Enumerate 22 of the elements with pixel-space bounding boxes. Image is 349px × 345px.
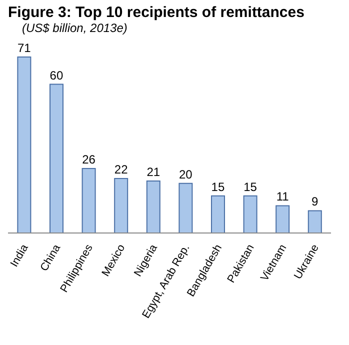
bar: [276, 205, 290, 234]
chart-title: Figure 3: Top 10 recipients of remittances: [8, 4, 306, 21]
data-label: 15: [211, 180, 225, 194]
bar: [243, 195, 258, 234]
bar: [49, 84, 64, 234]
bar: [210, 195, 225, 234]
data-label: 22: [114, 162, 128, 176]
bar: [114, 178, 128, 234]
data-label: 11: [276, 190, 290, 204]
bar: [178, 182, 193, 234]
chart-subtitle: (US$ billion, 2013e): [22, 21, 128, 35]
data-label: 60: [50, 68, 64, 82]
bar: [82, 168, 96, 234]
data-label: 15: [244, 180, 258, 194]
bar: [146, 180, 160, 234]
data-label: 9: [312, 194, 319, 209]
data-label: 71: [18, 41, 32, 55]
bar: [308, 210, 322, 234]
data-label: 20: [179, 167, 193, 182]
data-label: 26: [82, 152, 96, 167]
bar: [17, 56, 32, 234]
data-label: 21: [146, 164, 160, 179]
